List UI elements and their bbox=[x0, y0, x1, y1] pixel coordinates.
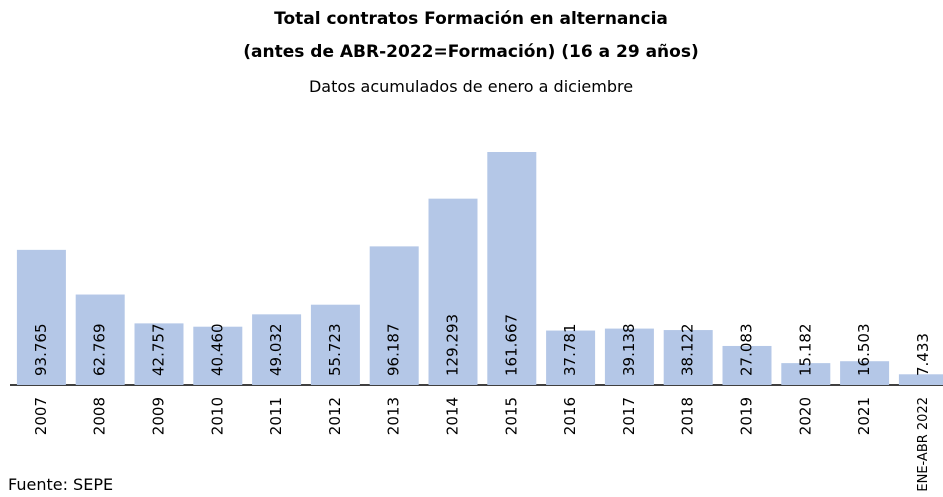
bar bbox=[840, 361, 890, 385]
x-tick-label: 2017 bbox=[620, 397, 638, 435]
x-tick-label: 2007 bbox=[32, 397, 50, 435]
x-tick-label: 2016 bbox=[561, 397, 579, 435]
bar bbox=[310, 304, 360, 385]
value-label: 93.765 bbox=[32, 324, 50, 377]
x-tick-label: 2012 bbox=[326, 397, 344, 435]
bar bbox=[134, 323, 184, 385]
value-label: 42.757 bbox=[150, 324, 168, 377]
bar bbox=[193, 326, 243, 385]
x-tick-label: 2011 bbox=[267, 397, 285, 435]
value-label: 37.781 bbox=[561, 324, 579, 377]
chart-title: (antes de ABR-2022=Formación) (16 a 29 a… bbox=[243, 42, 698, 62]
x-tick-label: 2010 bbox=[208, 397, 226, 435]
value-label: 27.083 bbox=[738, 324, 756, 377]
x-tick-label: 2018 bbox=[679, 397, 697, 435]
bar bbox=[252, 314, 302, 385]
bar bbox=[898, 374, 943, 385]
value-label: 39.138 bbox=[620, 324, 638, 377]
bar bbox=[781, 363, 831, 385]
bar bbox=[75, 294, 125, 385]
x-tick-label: ENE-ABR 2022 bbox=[916, 397, 931, 492]
bar bbox=[663, 330, 713, 385]
x-tick-label: 2014 bbox=[444, 397, 462, 435]
bar bbox=[487, 152, 537, 385]
source: Fuente: SEPE bbox=[8, 475, 113, 494]
bar bbox=[546, 330, 596, 385]
x-tick-label: 2015 bbox=[502, 397, 520, 435]
x-tick-label: 2009 bbox=[150, 397, 168, 435]
chart-subtitle: Datos acumulados de enero a diciembre bbox=[309, 77, 633, 96]
chart-title: Total contratos Formación en alternancia bbox=[274, 9, 668, 29]
value-label: 161.667 bbox=[502, 314, 520, 376]
value-label: 49.032 bbox=[267, 324, 285, 377]
value-label: 129.293 bbox=[444, 314, 462, 376]
value-label: 38.122 bbox=[679, 324, 697, 377]
value-label: 55.723 bbox=[326, 324, 344, 377]
bar bbox=[604, 328, 654, 385]
x-tick-label: 2021 bbox=[855, 397, 873, 435]
value-label: 40.460 bbox=[208, 324, 226, 377]
value-label: 7.433 bbox=[914, 333, 932, 376]
value-label: 62.769 bbox=[91, 324, 109, 377]
x-tick-label: 2019 bbox=[738, 397, 756, 435]
bar bbox=[16, 249, 66, 385]
value-label: 16.503 bbox=[855, 324, 873, 377]
value-label: 96.187 bbox=[385, 324, 403, 377]
x-tick-label: 2020 bbox=[796, 397, 814, 435]
bar bbox=[722, 345, 772, 385]
x-tick-label: 2013 bbox=[385, 397, 403, 435]
x-tick-label: 2008 bbox=[91, 397, 109, 435]
bar bbox=[428, 198, 478, 385]
bar bbox=[369, 246, 419, 385]
value-label: 15.182 bbox=[796, 324, 814, 377]
